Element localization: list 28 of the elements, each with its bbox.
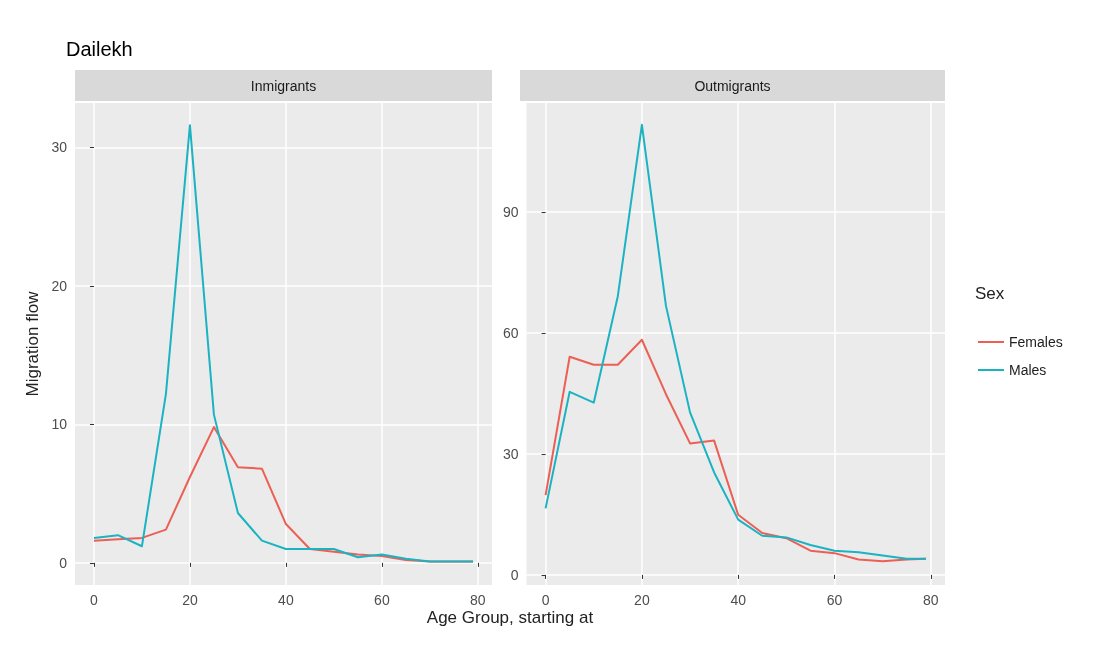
legend-label: Females [1009,334,1063,350]
x-tick-label: 40 [730,592,747,608]
y-tick-label: 10 [51,416,68,433]
y-tick-label: 0 [510,566,519,583]
y-tick-label: 60 [502,324,519,341]
y-tick-label: 20 [51,277,68,294]
x-tick-label: 20 [634,592,650,608]
y-axis-title: Migration flow [22,290,42,397]
line-series [92,124,475,563]
x-tick-label: 0 [90,592,99,608]
x-axis-title: Age Group, starting at [425,608,595,628]
y-tick-label: 30 [51,139,68,156]
x-tick-label: 80 [470,592,486,608]
x-tick-label: 20 [182,592,198,608]
y-tick-label: 0 [59,554,68,571]
chart-title: Dailekh [66,38,133,60]
x-tick-label: 40 [278,592,294,608]
chart-subtitle: Outmigrants [694,78,771,94]
x-tick-label: 0 [541,592,550,608]
x-tick-label: 60 [374,592,390,608]
line-series [544,123,927,560]
chart-subtitle: Inmigrants [250,78,317,94]
legend-label: Males [1009,362,1047,378]
legend-title: Sex [975,283,1005,303]
y-tick-label: 90 [502,203,519,220]
x-tick-label: 60 [826,592,843,608]
y-tick-label: 30 [502,445,519,462]
x-tick-label: 80 [923,592,939,608]
